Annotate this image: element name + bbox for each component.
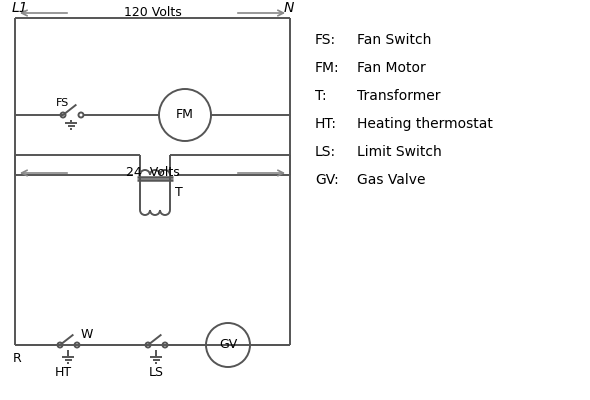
Text: Fan Switch: Fan Switch [357, 33, 431, 47]
Text: GV: GV [219, 338, 237, 352]
Text: Limit Switch: Limit Switch [357, 145, 442, 159]
Text: L1: L1 [12, 1, 29, 15]
Text: HT: HT [54, 366, 71, 380]
Text: R: R [12, 352, 21, 366]
Text: Fan Motor: Fan Motor [357, 61, 426, 75]
Text: Transformer: Transformer [357, 89, 441, 103]
Text: FS:: FS: [315, 33, 336, 47]
Text: HT:: HT: [315, 117, 337, 131]
Text: FM: FM [176, 108, 194, 122]
Text: FS: FS [56, 98, 69, 108]
Text: W: W [81, 328, 93, 340]
Text: Gas Valve: Gas Valve [357, 173, 425, 187]
Text: 24  Volts: 24 Volts [126, 166, 179, 180]
Text: LS:: LS: [315, 145, 336, 159]
Text: LS: LS [149, 366, 163, 380]
Text: 120 Volts: 120 Volts [124, 6, 181, 20]
Text: FM:: FM: [315, 61, 340, 75]
Text: GV:: GV: [315, 173, 339, 187]
Text: N: N [284, 1, 294, 15]
Text: T: T [175, 186, 183, 199]
Text: Heating thermostat: Heating thermostat [357, 117, 493, 131]
Text: T:: T: [315, 89, 327, 103]
